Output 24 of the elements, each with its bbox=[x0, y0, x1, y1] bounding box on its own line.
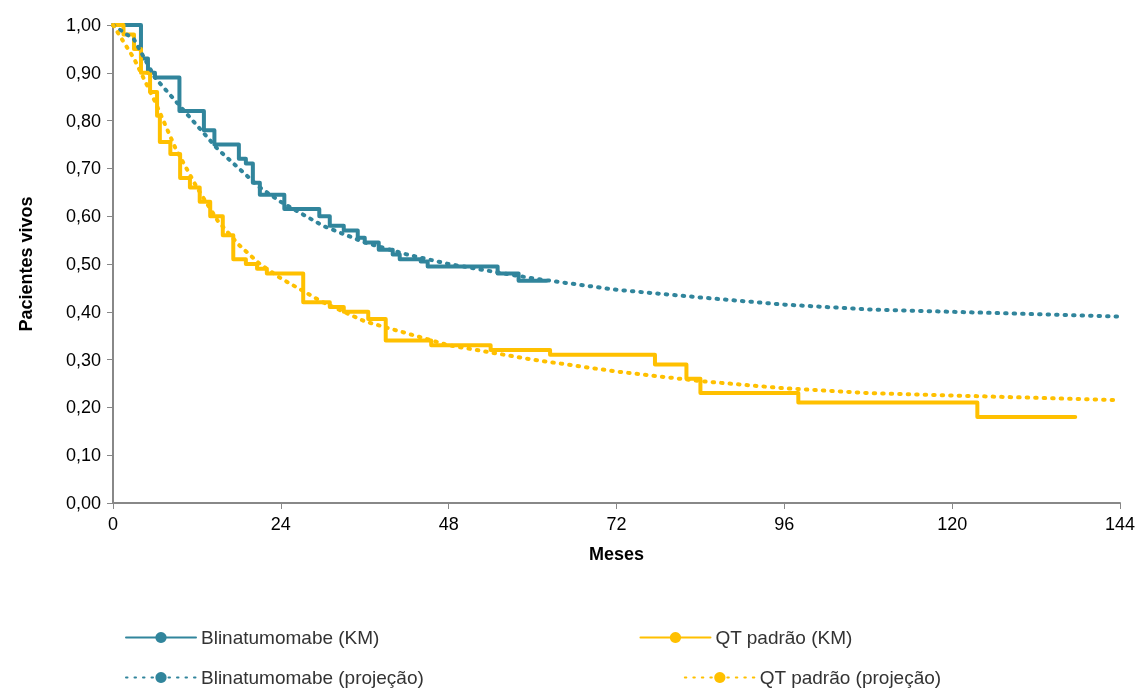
x-tick-label: 0 bbox=[107, 514, 119, 534]
y-tick-label: 0,20 bbox=[65, 397, 101, 418]
y-tick-label: 0,10 bbox=[65, 445, 101, 466]
y-tick-label: 0,80 bbox=[65, 110, 101, 131]
x-tick-label: 72 bbox=[606, 514, 627, 534]
x-tick-label: 48 bbox=[438, 514, 459, 534]
y-tick-label: 0,50 bbox=[65, 254, 101, 274]
legend-label: Blinatumomabe (KM) bbox=[201, 627, 380, 648]
x-tick-label: 120 bbox=[937, 514, 968, 534]
legend-label: QT padrão (projeção) bbox=[759, 667, 942, 688]
y-tick-label: 0,70 bbox=[65, 158, 101, 179]
y-tick-label: 0,60 bbox=[65, 206, 101, 227]
y-tick-label: 1,00 bbox=[65, 15, 101, 35]
x-tick-label: 24 bbox=[270, 514, 291, 534]
legend-label: Blinatumomabe (projeção) bbox=[201, 667, 424, 688]
y-axis-title: Pacientes vivos bbox=[16, 196, 36, 332]
y-tick-label: 0,90 bbox=[65, 62, 101, 83]
x-tick-label: 96 bbox=[774, 514, 795, 534]
legend-label: QT padrão (KM) bbox=[715, 627, 853, 648]
y-tick-label: 0,40 bbox=[65, 301, 101, 322]
x-tick-label: 144 bbox=[1104, 514, 1136, 534]
y-tick-label: 0,00 bbox=[65, 493, 101, 513]
x-axis-title: Meses bbox=[588, 544, 645, 564]
y-tick-label: 0,30 bbox=[65, 349, 101, 370]
